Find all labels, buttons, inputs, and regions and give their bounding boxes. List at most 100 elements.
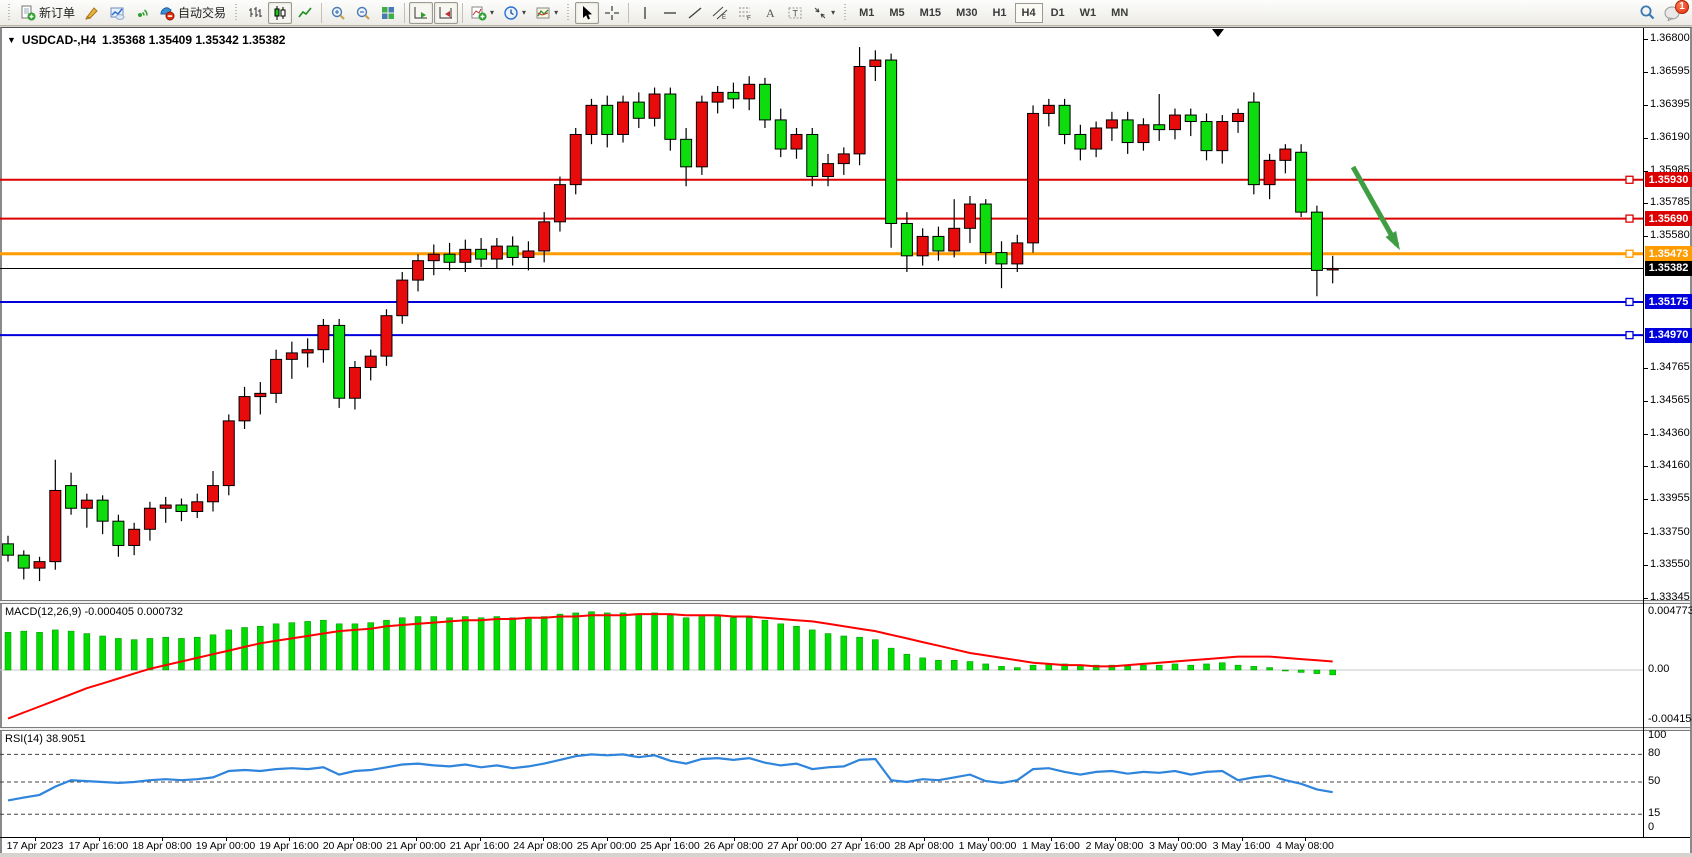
bar-chart-mode-button[interactable] [243, 2, 267, 24]
macd-bar [872, 639, 879, 671]
zoom-in-button[interactable] [326, 2, 350, 24]
timeframe-button-d1[interactable]: D1 [1050, 6, 1065, 19]
candle [17, 550, 30, 580]
chart-shift-button[interactable] [434, 1, 459, 24]
ohlc-quote-label: 1.35368 1.35409 1.35342 1.35382 [101, 33, 286, 47]
macd-bar [1029, 664, 1037, 671]
timeframe-button-h1[interactable]: H1 [992, 6, 1007, 19]
candle [885, 53, 898, 248]
time-tick-label: 27 Apr 16:00 [830, 840, 891, 852]
pane-splitter[interactable] [0, 600, 1690, 604]
time-tick-label: 2 May 08:00 [1085, 840, 1144, 852]
text-tool-button[interactable]: A [758, 2, 782, 24]
candlestick-mode-button[interactable] [268, 1, 293, 24]
auto-trading-button[interactable]: 自动交易 [155, 2, 230, 24]
chart-styles-button[interactable] [80, 2, 104, 24]
trendline-tool-button[interactable] [683, 2, 707, 24]
time-tick-mark [1305, 837, 1306, 841]
time-tick-mark [987, 837, 989, 841]
timeframe-button-w1[interactable]: W1 [1079, 6, 1097, 19]
notifications-icon[interactable]: 1 [1664, 0, 1689, 21]
symbol-period-label: USDCAD-,H4 [21, 33, 96, 47]
periods-button[interactable]: ▾ [499, 2, 530, 24]
templates-button[interactable]: ▾ [531, 2, 562, 24]
add-indicator-icon [471, 5, 487, 21]
candle [869, 50, 882, 82]
svg-text:F: F [747, 15, 751, 21]
candle [1216, 115, 1229, 164]
price-tick-mark [1643, 39, 1648, 40]
price-tick-mark [1643, 104, 1648, 106]
macd-bar [446, 617, 453, 671]
candle [364, 349, 377, 381]
resistance-line-1[interactable] [0, 175, 1643, 184]
new-order-label: 新订单 [39, 6, 76, 20]
macd-bar [714, 616, 721, 671]
toolbar-grip[interactable] [234, 3, 240, 22]
auto-scroll-button[interactable] [409, 1, 434, 24]
support-line-2[interactable] [0, 330, 1643, 340]
pivot-line[interactable] [0, 249, 1643, 258]
indicators-button[interactable]: ▾ [467, 2, 498, 24]
zoom-out-button[interactable] [351, 2, 375, 24]
candle [506, 236, 519, 266]
candle [617, 95, 630, 143]
arrows-tool-button[interactable]: ▾ [808, 2, 839, 24]
candle [128, 522, 141, 556]
timeframe-button-m1[interactable]: M1 [859, 6, 875, 19]
candle [222, 414, 235, 496]
new-order-button[interactable]: 新订单 [16, 2, 79, 24]
pane-splitter[interactable] [0, 727, 1690, 731]
candle [254, 382, 267, 415]
price-tick-mark [1643, 532, 1648, 534]
timeframe-button-m5[interactable]: M5 [889, 6, 905, 19]
rsi-pane[interactable] [0, 731, 1643, 837]
signals-button[interactable] [130, 2, 154, 24]
macd-bar [209, 634, 217, 671]
toolbar-grip[interactable] [566, 3, 572, 22]
horizontal-line-tool-button[interactable] [658, 2, 682, 24]
resistance-line-2[interactable] [0, 214, 1643, 223]
macd-bar [1203, 663, 1210, 671]
down-trend-arrow[interactable] [1350, 165, 1400, 251]
candle [1074, 124, 1087, 161]
line-chart-mode-button[interactable] [293, 2, 317, 24]
equidistant-channel-tool-button[interactable]: E [708, 2, 732, 24]
toolbar-grip[interactable] [7, 3, 12, 22]
chart-shift-icon [438, 5, 454, 21]
macd-bar [793, 626, 800, 671]
cursor-tool-button[interactable] [575, 1, 600, 24]
main-price-pane[interactable] [0, 28, 1643, 600]
zoom-in-icon [330, 5, 346, 21]
candle [569, 127, 582, 195]
crosshair-tool-button[interactable] [600, 2, 624, 24]
toolbar-grip[interactable] [843, 3, 849, 22]
candle [33, 556, 46, 582]
timeframe-button-h4[interactable]: H4 [1014, 2, 1043, 23]
tile-windows-button[interactable] [376, 2, 400, 24]
candle [159, 496, 172, 523]
text-label-tool-button[interactable]: T [783, 2, 807, 24]
candle [1153, 94, 1166, 141]
resistance-line-2-price-label: 1.35690 [1645, 211, 1692, 227]
search-icon[interactable] [1639, 4, 1656, 21]
chart-title-collapse-icon[interactable]: ▼ [7, 35, 16, 45]
vertical-line-tool-button[interactable] [633, 2, 657, 24]
rsi-axis-label: 80 [1648, 747, 1661, 760]
macd-bar [1014, 667, 1021, 671]
timeframe-button-m30[interactable]: M30 [956, 6, 978, 19]
crayon-icon [84, 5, 100, 21]
chart-window [0, 27, 1692, 857]
candle [1200, 113, 1213, 161]
price-axis-border [1643, 28, 1644, 837]
support-line-1[interactable] [0, 297, 1643, 307]
price-tick-label: 1.33955 [1650, 492, 1690, 505]
time-tick-mark [1241, 837, 1243, 841]
timeframe-button-m15[interactable]: M15 [919, 6, 942, 19]
macd-pane[interactable] [0, 604, 1643, 727]
fibonacci-tool-button[interactable]: F [733, 2, 757, 24]
candle [396, 272, 409, 324]
profiles-button[interactable] [105, 2, 129, 24]
timeframe-button-mn[interactable]: MN [1111, 6, 1129, 19]
candle [963, 195, 976, 243]
